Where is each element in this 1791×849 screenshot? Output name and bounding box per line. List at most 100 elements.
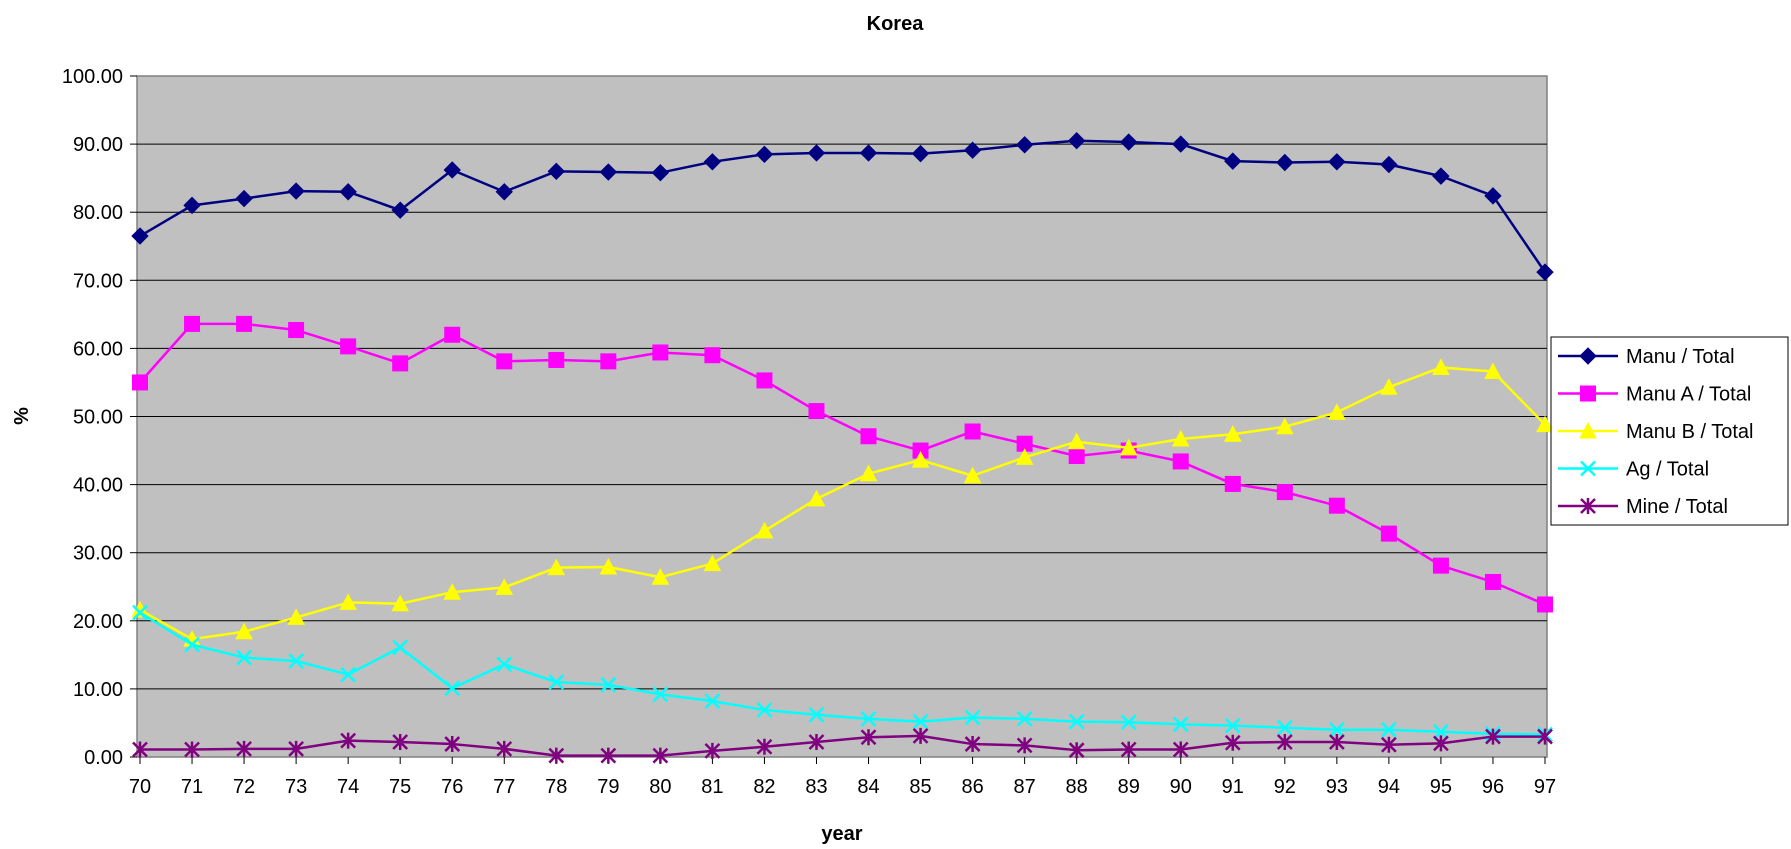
data-point [1537, 728, 1553, 745]
series-ag-total [132, 604, 1553, 743]
data-point [340, 338, 357, 355]
data-point [963, 466, 982, 484]
data-point [339, 183, 357, 201]
data-point [1328, 497, 1345, 514]
y-tick-label: 40.00 [73, 475, 123, 497]
x-tick-label: 75 [389, 776, 411, 798]
data-point [600, 747, 617, 764]
data-point [756, 702, 773, 718]
data-point [1172, 453, 1189, 470]
data-point [1328, 734, 1345, 751]
data-point [1172, 741, 1189, 758]
series-layer [131, 131, 1554, 764]
legend-label: Manu B / Total [1626, 421, 1753, 443]
x-tick-label: 84 [857, 776, 879, 798]
x-tick-label: 90 [1170, 776, 1192, 798]
data-point [495, 578, 514, 595]
data-point [1381, 736, 1397, 753]
data-point [131, 227, 149, 245]
data-point [1580, 498, 1596, 514]
data-point [548, 351, 565, 368]
y-tick-label: 50.00 [73, 407, 123, 429]
data-point [1433, 723, 1449, 740]
data-point [703, 153, 722, 171]
data-point [1224, 475, 1241, 492]
data-point [1484, 573, 1501, 590]
x-axis-title: year [821, 823, 862, 845]
data-point [600, 676, 617, 693]
legend-item: Manu B / Total [1558, 421, 1753, 443]
data-point [1432, 167, 1450, 185]
x-tick-label: 71 [181, 776, 203, 798]
data-point [1485, 728, 1501, 745]
data-point [599, 163, 618, 181]
data-point [1579, 347, 1597, 365]
data-point [912, 727, 929, 744]
data-point [1328, 153, 1346, 171]
data-point [652, 344, 669, 361]
legend-item: Manu / Total [1558, 346, 1735, 368]
data-point [235, 189, 253, 208]
data-point [600, 353, 617, 370]
data-point [548, 674, 565, 690]
data-point [1536, 263, 1554, 281]
data-point [236, 740, 252, 757]
x-tick-label: 74 [337, 776, 359, 798]
data-point [703, 554, 722, 572]
data-point [860, 710, 877, 727]
data-point [1328, 721, 1345, 738]
gridlines [137, 143, 1547, 690]
data-point [1223, 425, 1242, 442]
y-tick-label: 10.00 [73, 679, 123, 701]
x-tick-label: 95 [1430, 776, 1452, 798]
data-point [859, 464, 878, 482]
data-point [755, 521, 774, 539]
legend-label: Mine / Total [1626, 496, 1728, 518]
x-tick-label: 81 [701, 776, 723, 798]
y-tick-label: 70.00 [73, 270, 123, 292]
data-point [1067, 432, 1086, 450]
y-axis: 0.00 10.00 20.00 30.00 40.00 50.00 60.00 70.00 8… [62, 66, 137, 769]
data-point [1068, 742, 1085, 759]
series-manu-a-total [132, 315, 1553, 613]
data-point [704, 742, 721, 759]
data-point [756, 372, 773, 389]
x-tick-label: 73 [285, 776, 307, 798]
series-manu-b-total [131, 358, 1554, 647]
data-point [1120, 714, 1137, 731]
data-point [1580, 385, 1596, 402]
data-point [132, 374, 148, 391]
data-point [184, 315, 201, 332]
data-point [548, 747, 565, 764]
series-line [140, 734, 1545, 757]
data-point [496, 740, 513, 757]
data-point [1015, 448, 1034, 465]
data-point [1120, 741, 1137, 758]
data-point [964, 709, 981, 726]
x-tick-label: 91 [1222, 776, 1244, 798]
data-point [236, 649, 252, 666]
data-point [964, 736, 981, 753]
series-line [139, 366, 1546, 641]
data-point [443, 583, 462, 600]
y-tick-label: 90.00 [73, 134, 123, 156]
data-point [132, 741, 148, 758]
data-point [755, 145, 774, 164]
data-point [1172, 135, 1190, 153]
data-point [184, 741, 200, 758]
data-point [1536, 415, 1554, 433]
data-point [859, 144, 878, 162]
legend: Manu / Total Manu A / Total Manu B / Total… [1550, 336, 1789, 526]
data-point [808, 734, 825, 751]
data-point [444, 326, 461, 343]
data-point [1015, 136, 1034, 154]
data-point [599, 557, 618, 575]
data-point [807, 144, 826, 162]
data-point [652, 747, 669, 764]
series-line [139, 139, 1547, 273]
data-point [391, 594, 410, 612]
x-tick-label: 78 [545, 776, 567, 798]
data-point [496, 353, 513, 370]
x-tick-label: 93 [1326, 776, 1348, 798]
